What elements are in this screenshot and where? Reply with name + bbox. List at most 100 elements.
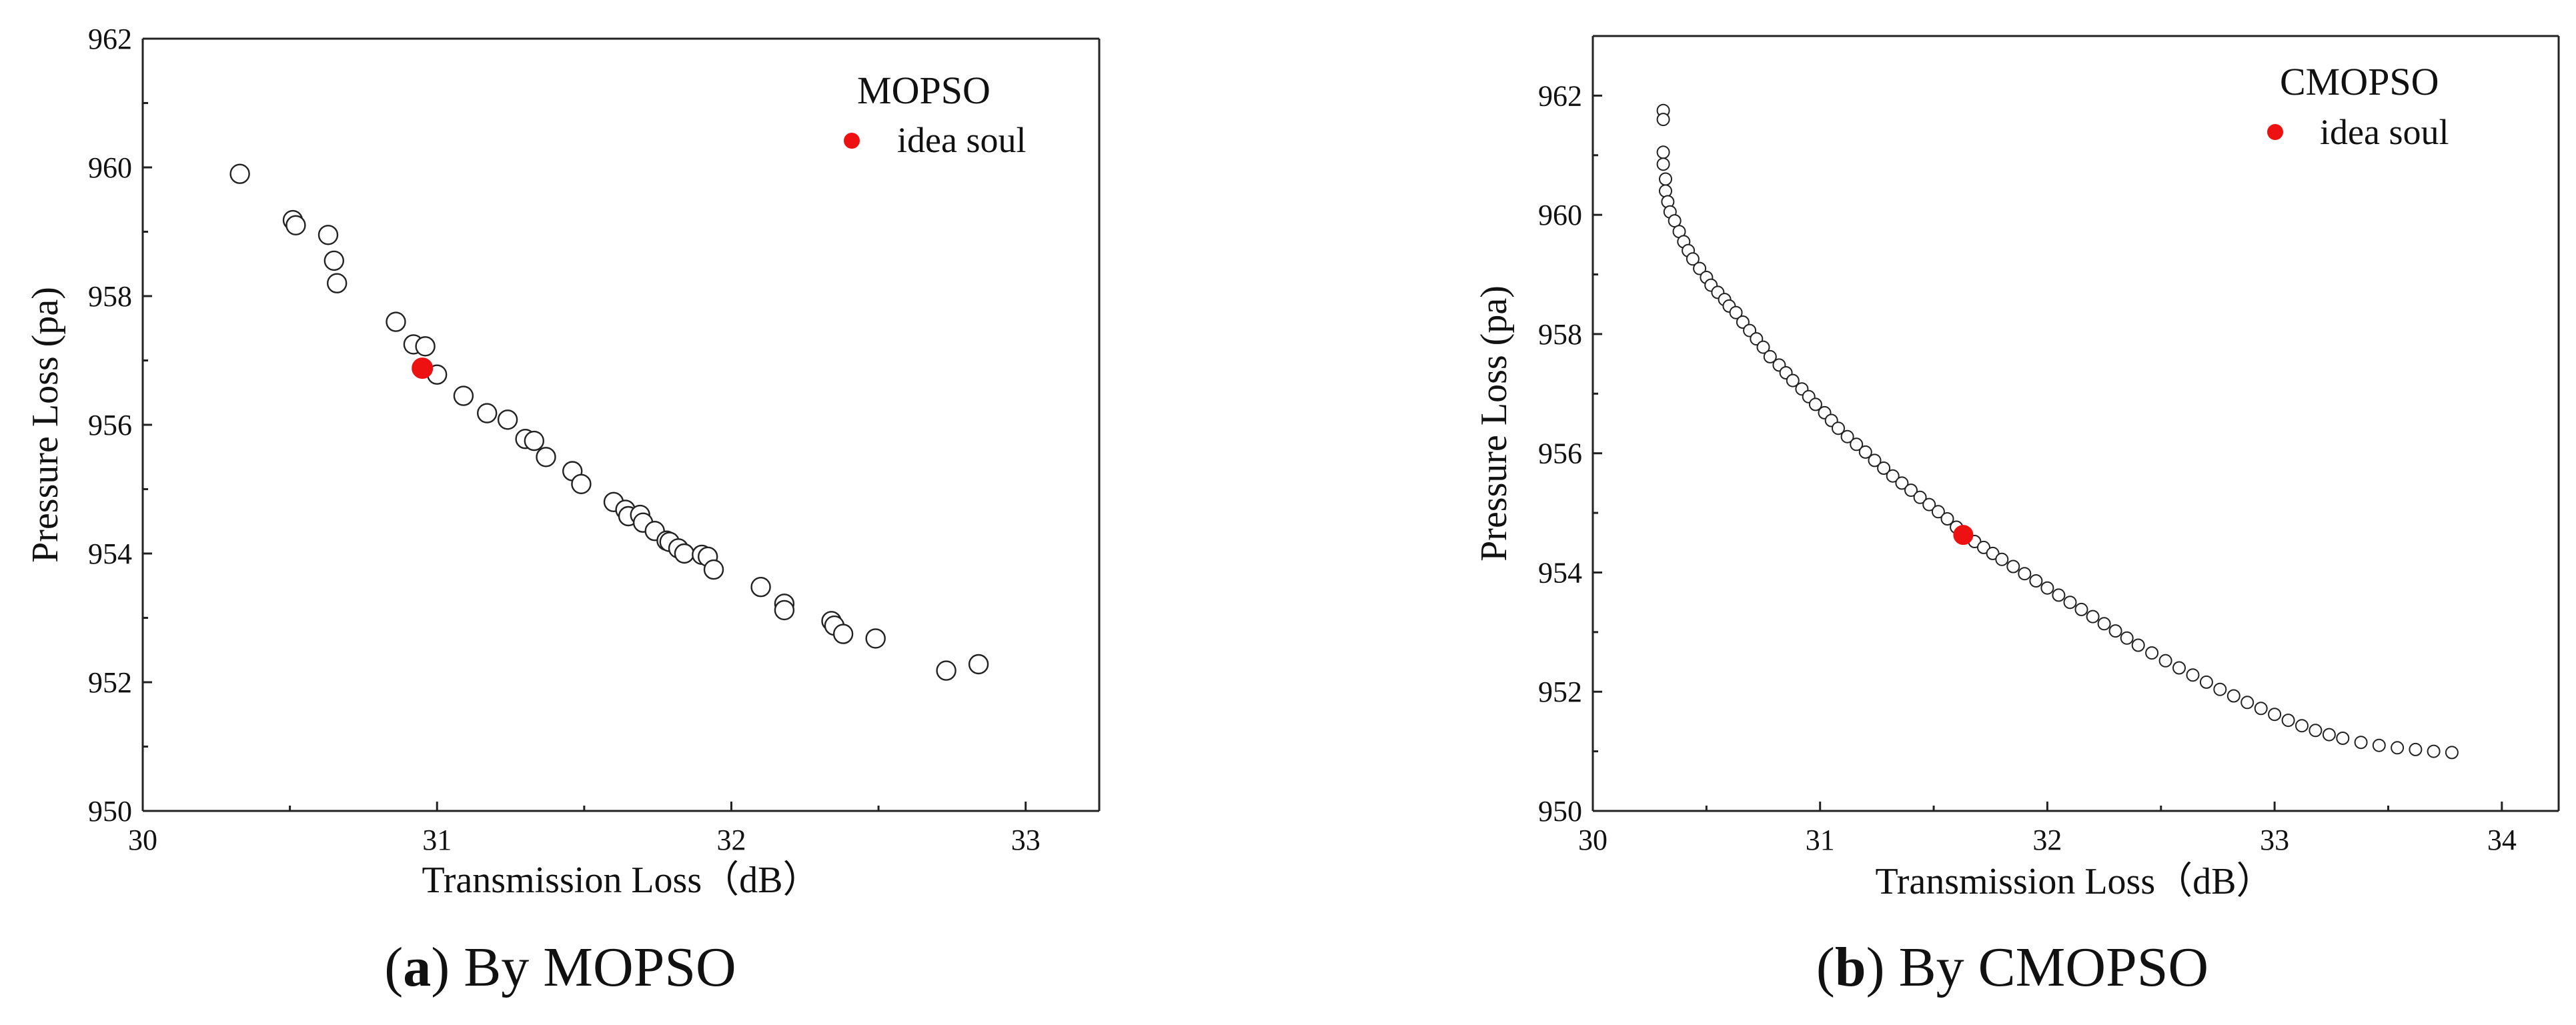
plot-frame <box>1591 35 2560 812</box>
data-point <box>2336 732 2350 745</box>
data-point <box>1895 476 1909 490</box>
data-point <box>1693 261 1707 275</box>
highlight-point-idea-soul <box>1953 525 1974 546</box>
legend: CMOPSO idea soul <box>2267 60 2449 152</box>
data-point <box>1656 157 1670 171</box>
data-point <box>229 163 250 184</box>
data-point <box>2391 741 2405 755</box>
data-point <box>1659 172 1672 186</box>
data-point <box>2240 696 2255 710</box>
legend-marker-idea-soul <box>2267 124 2283 140</box>
legend: MOPSO idea soul <box>844 69 1026 160</box>
data-point <box>536 447 556 467</box>
panel-cmopso: 30 31 32 33 34 950 952 954 956 958 960 962 CMOPSO i… <box>1473 35 2560 998</box>
y-tick-label: 960 <box>1538 199 1582 231</box>
data-point <box>477 403 498 423</box>
data-point <box>703 559 724 580</box>
data-point <box>1756 340 1770 354</box>
data-point <box>774 600 795 621</box>
data-point <box>2172 661 2186 675</box>
axis-ticks: 30 31 32 33 34 950 952 954 956 958 960 962 <box>1538 79 2517 856</box>
y-tick-label: 960 <box>88 151 132 184</box>
data-point <box>2354 736 2368 750</box>
data-point <box>497 409 518 430</box>
x-tick-label: 30 <box>1578 824 1607 856</box>
data-point <box>2040 581 2054 595</box>
y-tick-label: 958 <box>1538 318 1582 351</box>
data-point <box>1858 445 1872 459</box>
data-point <box>1940 512 1954 526</box>
data-point <box>2097 617 2111 631</box>
caption-a: (a) By MOPSO <box>384 936 736 998</box>
caption-b: (b) By CMOPSO <box>1816 936 2208 998</box>
data-point <box>2074 602 2088 616</box>
scatter-points <box>1656 103 2459 760</box>
data-point <box>2199 675 2213 689</box>
legend-marker-idea-soul <box>844 133 860 149</box>
data-point <box>2086 610 2100 624</box>
data-point <box>2006 560 2020 574</box>
x-tick-label: 33 <box>2260 824 2289 856</box>
y-axis-title: Pressure Loss (pa) <box>1473 285 1515 562</box>
y-axis-title: Pressure Loss (pa) <box>25 287 66 563</box>
data-point <box>2063 596 2077 610</box>
data-point <box>1922 497 1936 511</box>
data-point <box>1977 540 1990 554</box>
data-point <box>327 273 348 293</box>
data-point <box>2131 638 2145 652</box>
data-point <box>285 215 306 235</box>
x-tick-label: 31 <box>1806 824 1835 856</box>
data-point <box>865 628 886 649</box>
data-point <box>1656 113 1670 127</box>
data-point <box>2158 654 2172 668</box>
legend-title: MOPSO <box>857 69 991 112</box>
x-tick-label: 32 <box>2032 824 2062 856</box>
data-point <box>2372 738 2386 752</box>
data-point <box>2120 631 2134 645</box>
legend-title: CMOPSO <box>2280 60 2439 103</box>
data-point <box>1656 145 1670 159</box>
data-point <box>2268 708 2282 722</box>
y-tick-label: 950 <box>1538 795 1582 828</box>
axis-ticks: 30 31 32 33 950 952 954 956 958 960 962 <box>88 23 1041 856</box>
x-tick-label: 30 <box>128 824 157 856</box>
data-point <box>2226 689 2240 703</box>
data-point <box>571 473 592 494</box>
x-tick-label: 32 <box>716 824 746 856</box>
data-point <box>2295 719 2309 733</box>
data-point <box>415 336 436 357</box>
caption-b-letter: b <box>1835 936 1866 998</box>
data-point <box>936 660 956 681</box>
data-point <box>1729 305 1743 319</box>
data-point <box>1904 483 1918 497</box>
y-tick-label: 950 <box>88 795 132 828</box>
data-point <box>2029 574 2043 588</box>
y-tick-label: 956 <box>1538 437 1582 470</box>
data-point <box>2427 744 2441 758</box>
data-point <box>1686 252 1700 266</box>
data-point <box>1840 429 1854 443</box>
data-point <box>1886 469 1900 483</box>
y-tick-label: 954 <box>1538 556 1582 589</box>
data-point <box>2281 714 2295 728</box>
data-point <box>2186 668 2200 682</box>
data-point <box>1850 437 1864 451</box>
legend-label-idea-soul: idea soul <box>2320 112 2449 152</box>
y-tick-label: 954 <box>88 538 132 570</box>
data-point <box>324 250 344 271</box>
y-tick-label: 958 <box>88 280 132 313</box>
highlight-point-idea-soul <box>412 357 434 379</box>
data-point <box>1913 490 1927 504</box>
y-tick-label: 962 <box>88 23 132 55</box>
x-axis-title: Transmission Loss（dB） <box>1876 861 2274 902</box>
data-point <box>1877 461 1891 475</box>
panel-mopso: 30 31 32 33 950 952 954 956 958 960 962 MOPSO idea… <box>25 23 1101 998</box>
data-point <box>2322 728 2336 742</box>
data-point <box>1763 349 1777 363</box>
x-tick-label: 34 <box>2487 824 2517 856</box>
scatter-points <box>229 163 989 681</box>
data-point <box>524 430 544 451</box>
data-point <box>1832 421 1845 435</box>
